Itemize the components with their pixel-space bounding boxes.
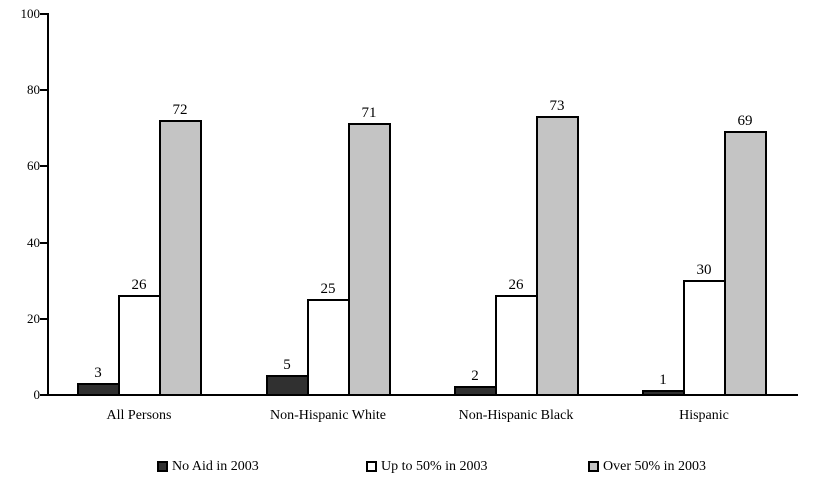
x-axis-line [47, 394, 798, 396]
bar-over-50-in-2003 [723, 131, 767, 396]
y-axis-tick-label: 80 [27, 82, 40, 98]
bar-up-to-50-in-2003 [306, 298, 350, 396]
legend-label: No Aid in 2003 [172, 459, 259, 474]
legend-swatch [157, 461, 168, 472]
y-axis-tick [40, 165, 47, 168]
bar-no-aid-in-2003 [265, 374, 309, 396]
legend-item: Over 50% in 2003 [588, 459, 707, 474]
y-axis-line [47, 13, 49, 396]
bar-up-to-50-in-2003 [117, 294, 161, 396]
y-axis-tick-label: 0 [33, 387, 41, 402]
bar-up-to-50-in-2003 [494, 294, 538, 396]
bar-over-50-in-2003 [535, 115, 579, 396]
legend-item: Up to 50% in 2003 [366, 459, 488, 474]
category-label: All Persons [106, 408, 172, 423]
bar-value-label: 26 [131, 276, 147, 293]
legend-label: Over 50% in 2003 [603, 459, 707, 474]
bar-value-label: 71 [361, 105, 377, 122]
category-label: Non-Hispanic White [270, 408, 386, 423]
bar-up-to-50-in-2003 [682, 279, 726, 396]
bar-value-label: 72 [172, 101, 188, 118]
y-axis-tick-label: 100 [20, 6, 41, 21]
bar-value-label: 1 [659, 372, 667, 389]
bar-value-label: 5 [283, 356, 291, 373]
category-label: Non-Hispanic Black [458, 408, 574, 423]
category-label: Hispanic [679, 408, 729, 423]
bar-no-aid-in-2003 [641, 390, 685, 396]
bar-no-aid-in-2003 [453, 386, 497, 396]
legend-swatch [588, 461, 599, 472]
y-axis-tick-label: 20 [27, 310, 40, 326]
bar-over-50-in-2003 [158, 119, 202, 396]
legend-label: Up to 50% in 2003 [381, 459, 488, 474]
bar-value-label: 30 [696, 261, 712, 278]
bar-no-aid-in-2003 [76, 382, 120, 396]
bar-value-label: 25 [320, 280, 336, 297]
y-axis-tick [40, 89, 47, 92]
y-axis-tick [40, 241, 47, 244]
legend-item: No Aid in 2003 [157, 459, 259, 474]
y-axis-tick-label: 60 [27, 158, 40, 174]
y-axis-tick [40, 13, 47, 15]
y-axis-tick [40, 317, 47, 320]
bar-over-50-in-2003 [347, 123, 391, 396]
bar-value-label: 73 [549, 97, 565, 114]
y-axis-tick-label: 40 [27, 234, 40, 250]
y-axis-tick [40, 394, 47, 396]
bar-value-label: 2 [471, 368, 479, 385]
bar-value-label: 26 [508, 276, 524, 293]
bar-value-label: 3 [94, 364, 102, 381]
legend-swatch [366, 461, 377, 472]
bar-value-label: 69 [737, 113, 753, 130]
